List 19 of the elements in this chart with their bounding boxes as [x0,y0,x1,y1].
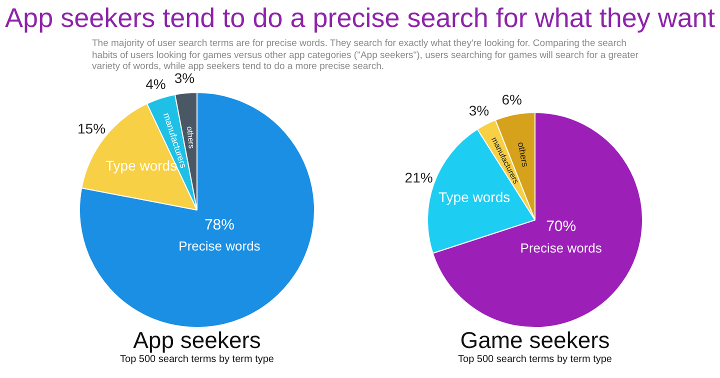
data-label: 21% [404,170,433,186]
data-label: 3% [468,102,490,119]
data-label: 6% [502,92,522,108]
text: App seekers [132,327,262,353]
slice-label: others [516,141,530,168]
text: App seekers tend to do a precise search for what they want [4,2,716,34]
slice-label: Type words [438,189,510,206]
data-label: 4% [146,76,166,92]
data-label: 70% [546,218,576,236]
slice-label: Precise words [520,240,602,256]
text: Top 500 search terms by term type [457,353,613,366]
data-label: 15% [78,120,106,136]
data-label: 3% [174,70,195,86]
slice-label: Precise words [178,238,261,254]
data-label: 78% [204,216,234,234]
text: Game seekers [459,327,611,353]
slice-label: others [184,126,196,149]
text: Top 500 search terms by term type [119,353,275,366]
text: The majority of user search terms are for precise words. They search for exactly what they're looking for. Comparing the search habits of users looking for games versus other app categories ("App seekers"), users searching for games will search for a greater variety of words, while app seekers tend to do a more precise search. [92,38,640,72]
